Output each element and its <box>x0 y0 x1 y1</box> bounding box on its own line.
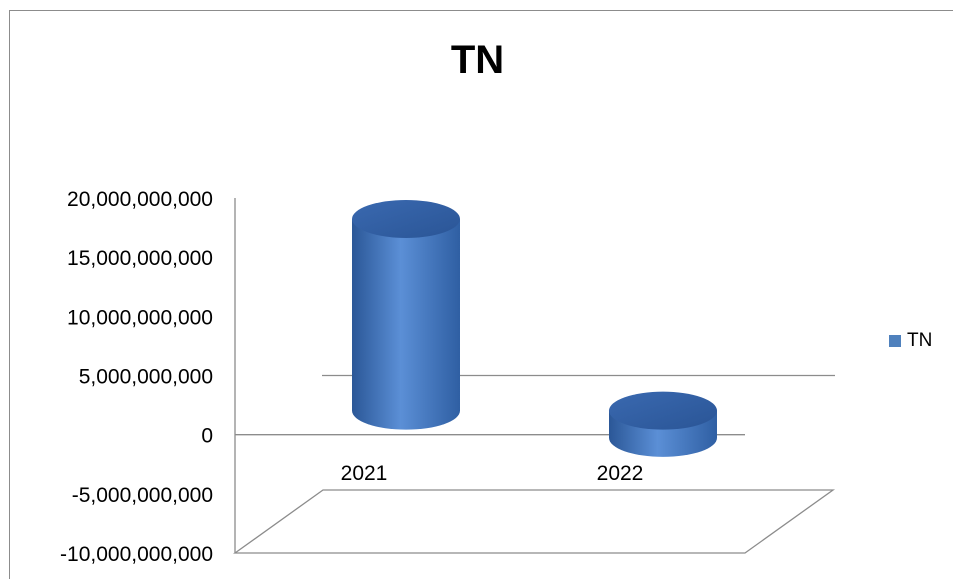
legend-label: TN <box>907 330 933 351</box>
bar-2021 <box>352 218 460 430</box>
bar-top-2021 <box>352 199 460 238</box>
legend: TN <box>889 330 932 352</box>
chart-frame <box>9 10 953 579</box>
chart-title: TN <box>450 38 505 82</box>
x-category-label: 2022 <box>597 462 644 485</box>
y-tick-label: -5,000,000,000 <box>72 484 213 507</box>
y-tick-label: -10,000,000,000 <box>60 543 213 566</box>
y-tick-label: 5,000,000,000 <box>79 366 213 389</box>
y-tick-label: 20,000,000,000 <box>67 188 213 211</box>
y-tick-label: 0 <box>201 425 213 448</box>
legend-swatch <box>889 335 901 347</box>
floor-plane <box>232 489 836 554</box>
y-tick-label: 10,000,000,000 <box>67 306 213 329</box>
bar-top-2022 <box>609 391 717 430</box>
y-tick-label: 15,000,000,000 <box>67 247 213 270</box>
x-category-label: 2021 <box>341 462 388 485</box>
